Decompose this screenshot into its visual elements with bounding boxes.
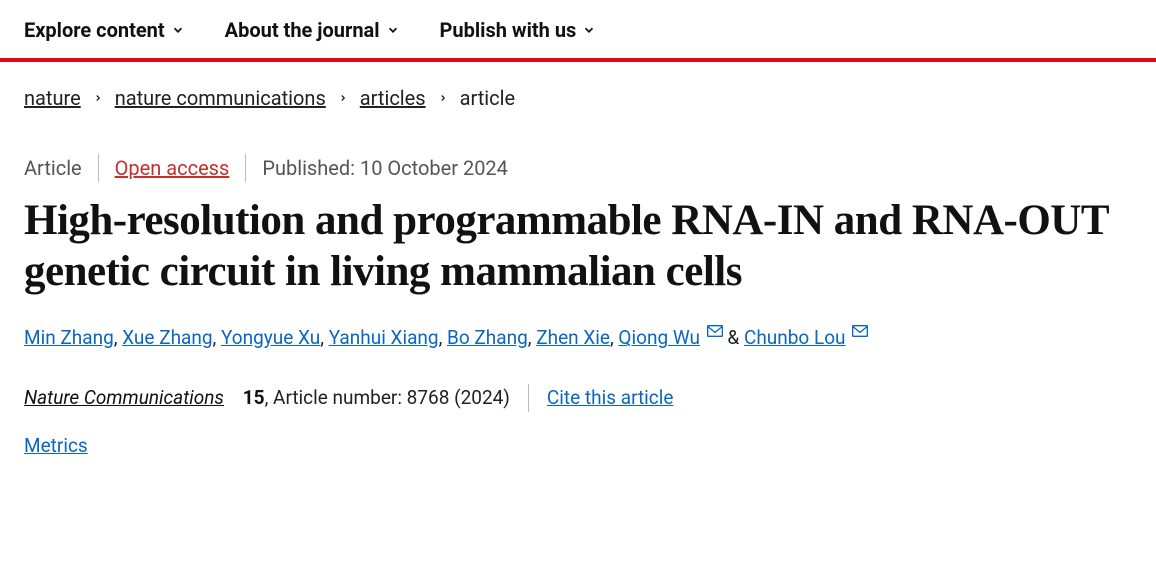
chevron-down-icon <box>386 23 400 37</box>
author-separator: , <box>114 326 122 349</box>
author-link[interactable]: Chunbo Lou <box>744 326 846 349</box>
breadcrumb: nature nature communications articles ar… <box>24 86 1132 110</box>
cite-article-link[interactable]: Cite this article <box>547 386 674 409</box>
spacer <box>229 386 238 409</box>
citation-row: Nature Communications 15, Article number… <box>24 384 1132 412</box>
citation-left: Nature Communications 15, Article number… <box>24 386 510 409</box>
author-separator: , <box>439 326 447 349</box>
journal-link[interactable]: Nature Communications <box>24 386 224 409</box>
breadcrumb-articles[interactable]: articles <box>360 86 426 110</box>
author-link[interactable]: Bo Zhang <box>447 326 528 349</box>
main-content: nature nature communications articles ar… <box>0 62 1156 477</box>
page-title: High-resolution and programmable RNA-IN … <box>24 196 1132 297</box>
author-link[interactable]: Xue Zhang <box>122 326 212 349</box>
author-separator: , <box>320 326 328 349</box>
author-link[interactable]: Min Zhang <box>24 326 114 349</box>
breadcrumb-journal[interactable]: nature communications <box>115 86 326 110</box>
breadcrumb-current: article <box>460 86 516 110</box>
published-date: Published: 10 October 2024 <box>262 156 508 180</box>
nav-label: About the journal <box>225 18 380 42</box>
chevron-down-icon <box>582 23 596 37</box>
chevron-right-icon <box>93 93 103 103</box>
open-access-link[interactable]: Open access <box>115 156 230 180</box>
nav-label: Explore content <box>24 18 165 42</box>
author-link[interactable]: Yanhui Xiang <box>329 326 439 349</box>
chevron-down-icon <box>171 23 185 37</box>
breadcrumb-nature[interactable]: nature <box>24 86 81 110</box>
nav-about-journal[interactable]: About the journal <box>225 18 400 42</box>
author-separator: , <box>213 326 221 349</box>
mail-icon[interactable] <box>707 325 723 337</box>
nav-publish-with-us[interactable]: Publish with us <box>440 18 597 42</box>
author-separator: & <box>727 326 744 349</box>
article-meta-row: Article Open access Published: 10 Octobe… <box>24 154 1132 182</box>
author-link[interactable]: Zhen Xie <box>536 326 610 349</box>
author-list: Min Zhang, Xue Zhang, Yongyue Xu, Yanhui… <box>24 323 1132 353</box>
article-number: , Article number: 8768 (2024) <box>265 386 510 409</box>
volume-number: 15 <box>243 386 265 409</box>
author-link[interactable]: Qiong Wu <box>618 326 700 349</box>
nav-explore-content[interactable]: Explore content <box>24 18 185 42</box>
chevron-right-icon <box>338 93 348 103</box>
divider <box>245 154 246 182</box>
nav-label: Publish with us <box>440 18 577 42</box>
article-type: Article <box>24 156 82 180</box>
mail-icon[interactable] <box>852 325 868 337</box>
top-nav: Explore content About the journal Publis… <box>0 0 1156 58</box>
divider <box>98 154 99 182</box>
author-separator: , <box>528 326 536 349</box>
divider <box>528 384 529 412</box>
metrics-link[interactable]: Metrics <box>24 434 88 457</box>
author-link[interactable]: Yongyue Xu <box>221 326 320 349</box>
chevron-right-icon <box>438 93 448 103</box>
